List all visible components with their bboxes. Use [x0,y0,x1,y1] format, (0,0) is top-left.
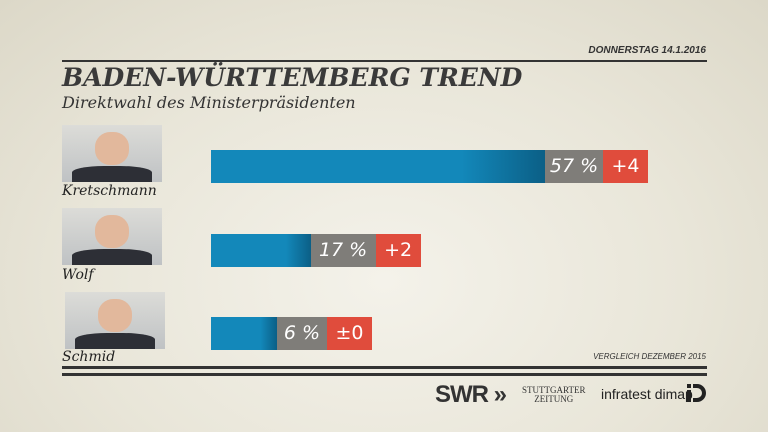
swr-arrows-icon: » [493,381,507,408]
comparison-note: VERGLEICH DEZEMBER 2015 [593,352,706,361]
bar [211,317,277,350]
change-label: +4 [603,150,649,183]
stz-line1: STUTTGARTER [522,385,586,395]
change-label: +2 [375,234,421,267]
footer-divider-top [62,366,707,369]
change-label: ±0 [327,317,372,350]
swr-logo: SWR » [435,381,507,409]
footer-divider-bottom [62,373,707,376]
value-label: 6 % [277,317,327,350]
stuttgarter-zeitung-logo: STUTTGARTER ZEITUNG [522,386,585,404]
value-label: 57 % [545,150,604,183]
stz-line2: ZEITUNG [534,394,574,404]
swr-logo-text: SWR [435,381,489,408]
header-divider [62,60,707,62]
candidate-photo [62,208,162,265]
bar [211,234,311,267]
candidate-photo [65,292,165,349]
page-subtitle: Direktwahl des Ministerpräsidenten [62,93,356,112]
candidate-name: Wolf [62,267,94,283]
candidate-name: Kretschmann [62,183,157,199]
page-title: BADEN-WÜRTTEMBERG TREND [62,63,523,92]
date-label: DONNERSTAG 14.1.2016 [588,45,706,56]
candidate-name: Schmid [62,349,116,365]
infratest-dimap-icon [687,384,706,402]
value-label: 17 % [310,234,376,267]
bar [211,150,546,183]
candidate-photo [62,125,162,182]
infratest-dimap-logo: infratest dimap [601,386,693,402]
